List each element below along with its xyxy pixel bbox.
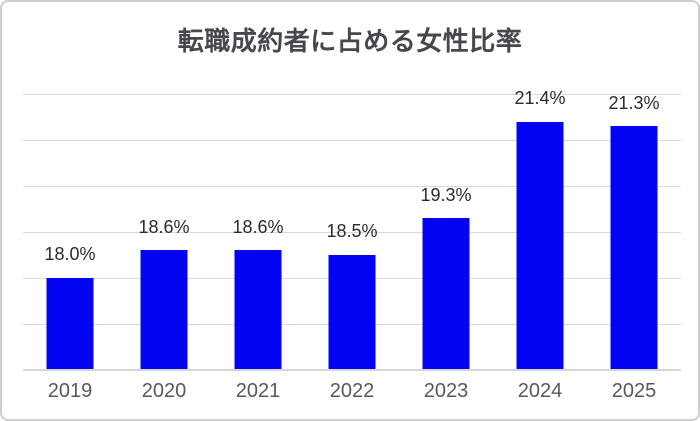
bar-slot: 18.0%: [23, 94, 117, 370]
x-axis-tick-label: 2025: [611, 380, 657, 402]
chart-title: 転職成約者に占める女性比率: [177, 26, 523, 56]
plot-area: 18.0% 18.6% 18.6% 18.5% 19.3% 21.4% 21.3%: [23, 88, 681, 371]
bar-value-label: 19.3%: [420, 184, 472, 205]
x-axis-labels: 2019 2020 2021 2022 2023 2024 2025: [23, 380, 681, 406]
bar-value-label: 18.6%: [232, 216, 284, 237]
x-axis-tick-label: 2020: [141, 380, 187, 402]
bar-slot: 21.3%: [587, 92, 681, 370]
x-axis-tick-label: 2024: [517, 380, 563, 402]
bar-value-label: 18.5%: [326, 221, 378, 242]
x-axis-line: [23, 369, 681, 371]
bar-slot: 18.5%: [305, 94, 399, 370]
bar-slot: 18.6%: [117, 94, 211, 370]
bar: [234, 250, 282, 370]
bar: [46, 278, 94, 370]
bar: [516, 121, 564, 370]
bar-value-label: 21.3%: [608, 92, 660, 113]
gridline: [23, 140, 681, 141]
gridline: [23, 94, 681, 95]
x-axis-tick-label: 2023: [423, 380, 469, 402]
bar-value-label: 18.6%: [138, 216, 190, 237]
x-axis-tick-label: 2021: [235, 380, 281, 402]
bar: [422, 218, 470, 370]
bar-slot: 19.3%: [399, 94, 493, 370]
bar: [610, 126, 658, 370]
x-axis-tick-label: 2019: [47, 380, 93, 402]
gridline: [23, 232, 681, 233]
bar: [328, 255, 376, 370]
x-axis-tick-label: 2022: [329, 380, 375, 402]
bar-slot: 21.4%: [493, 88, 587, 370]
bar-value-label: 21.4%: [514, 88, 566, 109]
bar: [140, 250, 188, 370]
bar-slot: 18.6%: [211, 94, 305, 370]
bar-value-label: 18.0%: [44, 244, 96, 265]
gridline: [23, 186, 681, 187]
